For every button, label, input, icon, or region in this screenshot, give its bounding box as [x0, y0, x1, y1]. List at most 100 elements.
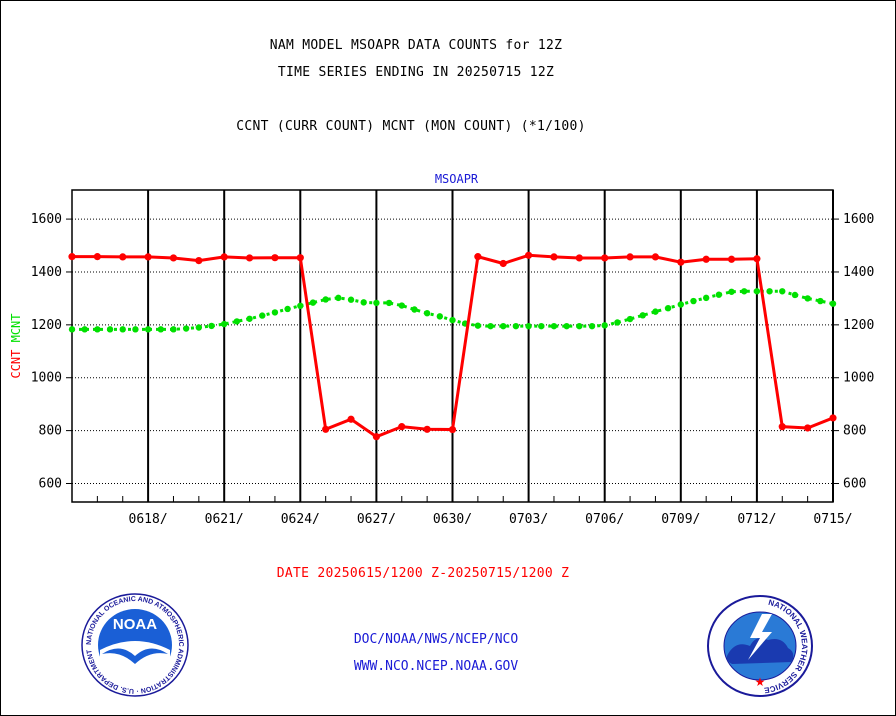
- chart-subtitle: CCNT (CURR COUNT) MCNT (MON COUNT) (*1/1…: [236, 119, 586, 134]
- x-tick-label: 0621/: [205, 512, 244, 527]
- point-mcnt: [335, 294, 342, 302]
- point-mcnt: [829, 300, 837, 307]
- point-mcnt: [728, 288, 735, 295]
- point-ccnt: [195, 256, 203, 265]
- point-mcnt: [271, 309, 279, 316]
- point-mcnt: [208, 322, 215, 330]
- point-mcnt: [68, 326, 76, 333]
- point-mcnt: [119, 326, 126, 333]
- point-mcnt: [157, 326, 164, 333]
- y-tick-label-right: 600: [843, 476, 866, 491]
- point-mcnt: [474, 322, 482, 329]
- point-mcnt: [221, 320, 228, 328]
- y-tick-label-left: 800: [39, 424, 62, 439]
- point-mcnt: [525, 322, 532, 330]
- point-ccnt: [778, 423, 786, 431]
- x-tick-label: 0627/: [357, 512, 396, 527]
- point-mcnt: [94, 326, 101, 333]
- point-mcnt: [144, 326, 152, 333]
- point-ccnt: [93, 253, 101, 261]
- point-mcnt: [791, 291, 799, 299]
- y-tick-label-right: 1400: [843, 265, 874, 280]
- point-ccnt: [322, 425, 330, 433]
- x-tick-label: 0630/: [433, 512, 472, 527]
- point-mcnt: [436, 313, 444, 320]
- point-ccnt: [499, 259, 507, 268]
- point-ccnt: [727, 255, 736, 263]
- point-mcnt: [233, 318, 241, 325]
- y-tick-label-right: 1200: [843, 318, 874, 333]
- point-mcnt: [309, 299, 317, 306]
- point-mcnt: [817, 297, 824, 305]
- point-mcnt: [639, 312, 646, 319]
- x-tick-label: 0712/: [737, 512, 776, 527]
- plot-frame: [71, 189, 834, 503]
- point-mcnt: [132, 326, 139, 333]
- point-ccnt: [702, 255, 710, 263]
- y-tick-label-left: 1600: [31, 212, 62, 227]
- point-mcnt: [804, 295, 811, 302]
- point-ccnt: [575, 254, 583, 262]
- y-tick-label-right: 1000: [843, 371, 874, 386]
- date-range-label: DATE 20250615/1200 Z-20250715/1200 Z: [276, 566, 570, 581]
- noaa-logo-text: NOAA: [113, 616, 157, 633]
- y-tick-label-left: 1000: [31, 371, 62, 386]
- point-mcnt: [614, 319, 621, 326]
- point-mcnt: [246, 315, 253, 322]
- x-tick-label: 0624/: [281, 512, 320, 527]
- point-mcnt: [373, 299, 380, 307]
- footer-org-path: DOC/NOAA/NWS/NCEP/NCO: [353, 632, 519, 647]
- point-ccnt: [448, 425, 457, 434]
- point-mcnt: [626, 315, 634, 323]
- y-axis-label-ccnt: CCNT: [9, 342, 23, 378]
- x-tick-label: 0706/: [585, 512, 624, 527]
- point-mcnt: [601, 322, 608, 329]
- point-mcnt: [411, 306, 418, 313]
- point-mcnt: [170, 326, 177, 333]
- point-mcnt: [538, 322, 545, 330]
- point-mcnt: [766, 288, 773, 295]
- point-ccnt: [423, 425, 431, 433]
- point-mcnt: [297, 302, 304, 310]
- point-mcnt: [385, 299, 393, 307]
- chart-title-line-2: TIME SERIES ENDING IN 20250715 12Z: [277, 65, 555, 80]
- point-mcnt: [741, 288, 748, 295]
- point-mcnt: [322, 296, 329, 303]
- x-tick-label: 0703/: [509, 512, 548, 527]
- footer-website: WWW.NCO.NCEP.NOAA.GOV: [353, 659, 519, 674]
- point-mcnt: [715, 291, 723, 298]
- point-ccnt: [651, 253, 660, 261]
- point-ccnt: [525, 251, 533, 259]
- point-ccnt: [677, 258, 685, 266]
- point-mcnt: [347, 296, 355, 303]
- point-ccnt: [245, 254, 254, 262]
- point-ccnt: [271, 254, 279, 262]
- point-mcnt: [512, 322, 520, 330]
- point-ccnt: [119, 253, 127, 261]
- point-mcnt: [106, 326, 114, 333]
- point-mcnt: [500, 322, 507, 330]
- point-mcnt: [398, 302, 405, 309]
- point-mcnt: [284, 305, 291, 313]
- point-mcnt: [664, 304, 672, 312]
- point-mcnt: [702, 294, 710, 302]
- point-ccnt: [753, 255, 761, 263]
- point-mcnt: [677, 301, 684, 308]
- point-ccnt: [347, 415, 355, 423]
- point-ccnt: [296, 254, 304, 262]
- x-tick-label: 0715/: [813, 512, 852, 527]
- y-tick-label-right: 800: [843, 424, 866, 439]
- chart-title: MSOAPR: [435, 172, 479, 186]
- point-mcnt: [195, 324, 203, 331]
- y-axis-label-mcnt: MCNT: [9, 313, 23, 342]
- point-mcnt: [423, 310, 431, 317]
- point-ccnt: [626, 253, 634, 261]
- point-mcnt: [360, 299, 367, 306]
- point-ccnt: [601, 254, 609, 262]
- point-mcnt: [576, 322, 583, 330]
- point-mcnt: [182, 325, 190, 332]
- point-mcnt: [588, 322, 596, 330]
- y-tick-label-left: 1200: [31, 318, 62, 333]
- point-mcnt: [550, 322, 558, 330]
